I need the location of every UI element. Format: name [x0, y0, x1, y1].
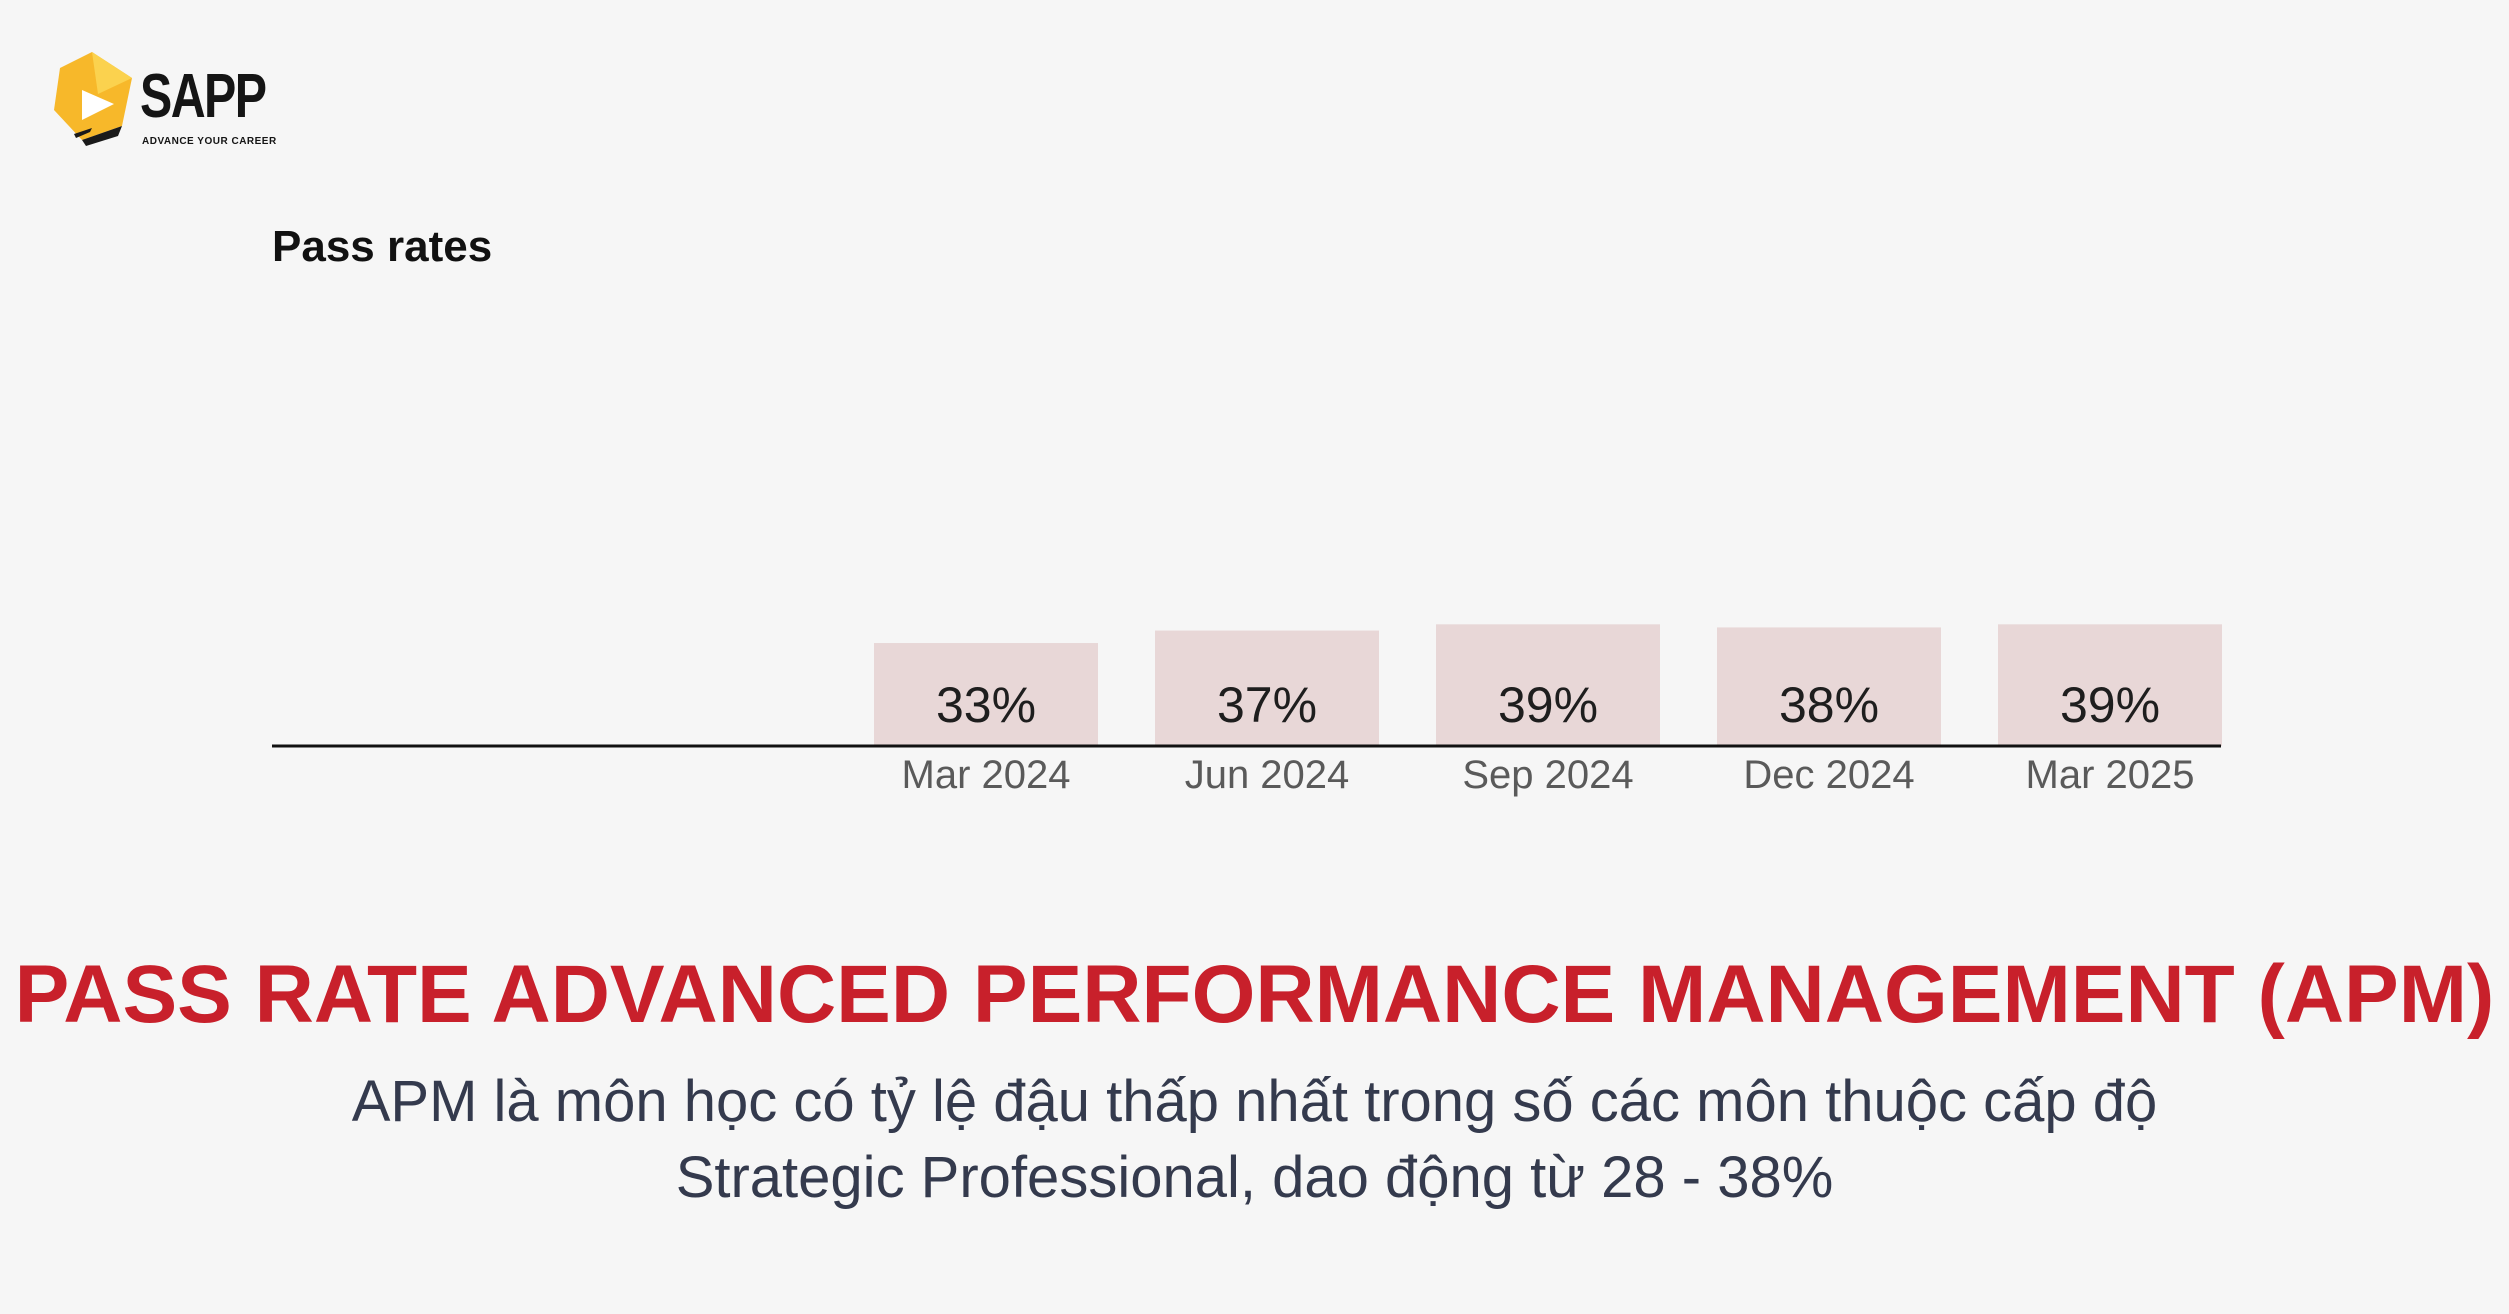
- logo-tagline: ADVANCE YOUR CAREER: [142, 136, 277, 147]
- x-tick-label-2: Jun 2024: [1185, 753, 1350, 797]
- headline: PASS RATE ADVANCED PERFORMANCE MANAGEMEN…: [14, 949, 2495, 1040]
- sapp-logo: SAPP ADVANCE YOUR CAREER: [52, 48, 292, 158]
- x-tick-label-5: Mar 2025: [2026, 753, 2195, 797]
- subtitle-line-2: Strategic Professional, dao động từ 28 -…: [675, 1145, 1834, 1210]
- data-label-5: 39%: [2060, 677, 2160, 733]
- x-tick-label-1: Mar 2024: [902, 753, 1071, 797]
- bar-3: [1436, 624, 1660, 746]
- bar-4: [1717, 627, 1941, 746]
- bar-2: [1155, 630, 1379, 746]
- bar-1: [874, 643, 1098, 746]
- subtitle: APM là môn học có tỷ lệ đậu thấp nhất tr…: [0, 1064, 2509, 1216]
- data-label-2: 37%: [1217, 677, 1317, 733]
- chart-title: Pass rates: [272, 222, 493, 271]
- logo-wordmark: SAPP: [140, 62, 267, 131]
- data-label-1: 33%: [936, 677, 1036, 733]
- data-label-4: 38%: [1779, 677, 1879, 733]
- bar-5: [1998, 624, 2222, 746]
- data-label-3: 39%: [1498, 677, 1598, 733]
- pass-rate-chart: 33% Mar 2024 37% Jun 2024 39% Sep 2024 38% Dec …: [272, 624, 2222, 797]
- sapp-logo-icon: [54, 52, 132, 146]
- x-tick-label-4: Dec 2024: [1743, 753, 1914, 797]
- subtitle-line-1: APM là môn học có tỷ lệ đậu thấp nhất tr…: [351, 1069, 2158, 1134]
- x-tick-label-3: Sep 2024: [1462, 753, 1633, 797]
